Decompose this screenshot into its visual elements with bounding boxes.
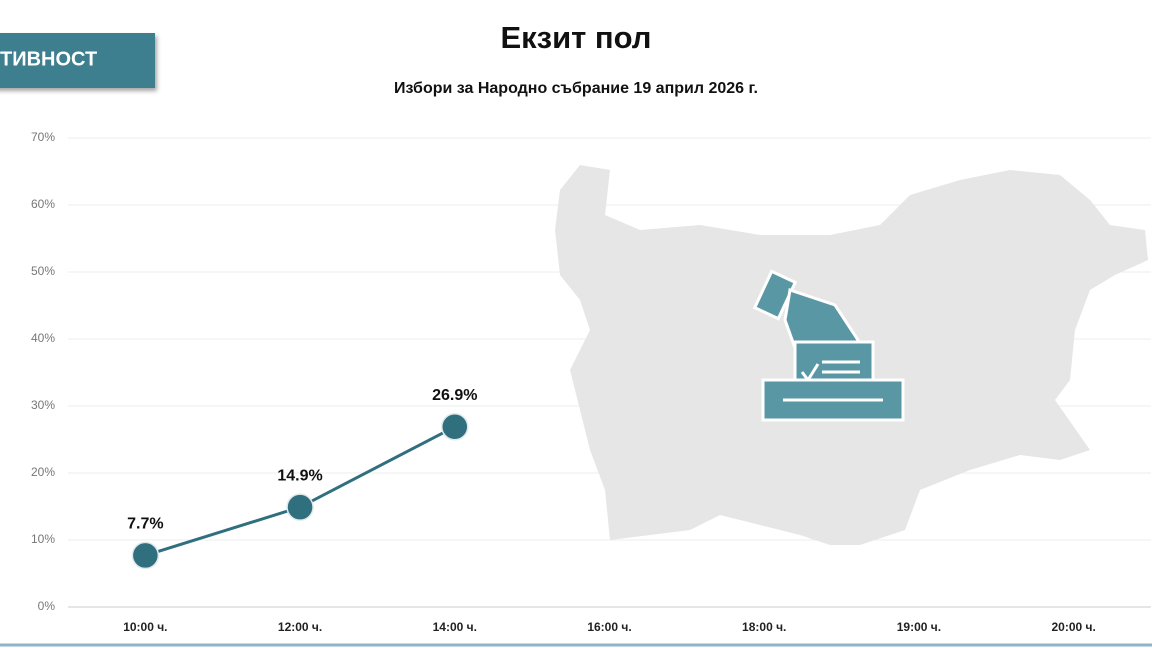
badge <box>0 33 155 88</box>
x-tick-label: 12:00 ч. <box>278 620 322 634</box>
data-point <box>441 413 469 441</box>
x-tick-label: 19:00 ч. <box>897 620 941 634</box>
y-tick-label: 10% <box>31 532 55 546</box>
y-tick-label: 60% <box>31 197 55 211</box>
y-tick-label: 20% <box>31 465 55 479</box>
data-point <box>131 541 160 570</box>
x-tick-label: 20:00 ч. <box>1051 620 1095 634</box>
x-tick-label: 18:00 ч. <box>742 620 786 634</box>
x-tick-label: 10:00 ч. <box>123 620 167 634</box>
data-label: 14.9% <box>277 467 322 484</box>
chart-subtitle: Избори за Народно събрание 19 април 2026… <box>394 80 758 97</box>
y-tick-label: 50% <box>31 264 55 278</box>
y-tick-label: 0% <box>38 599 56 613</box>
y-tick-label: 40% <box>31 331 55 345</box>
badge-box <box>0 33 155 88</box>
chart-title: Екзит пол <box>500 20 651 55</box>
y-tick-label: 70% <box>31 130 55 144</box>
x-tick-label: 16:00 ч. <box>587 620 631 634</box>
ballot-icon <box>752 269 905 422</box>
badge-text: ТИВНОСТ <box>0 48 97 70</box>
data-label: 7.7% <box>127 516 163 533</box>
data-label: 26.9% <box>432 387 477 404</box>
data-point <box>286 493 314 521</box>
y-tick-label: 30% <box>31 398 55 412</box>
x-tick-label: 14:00 ч. <box>433 620 477 634</box>
